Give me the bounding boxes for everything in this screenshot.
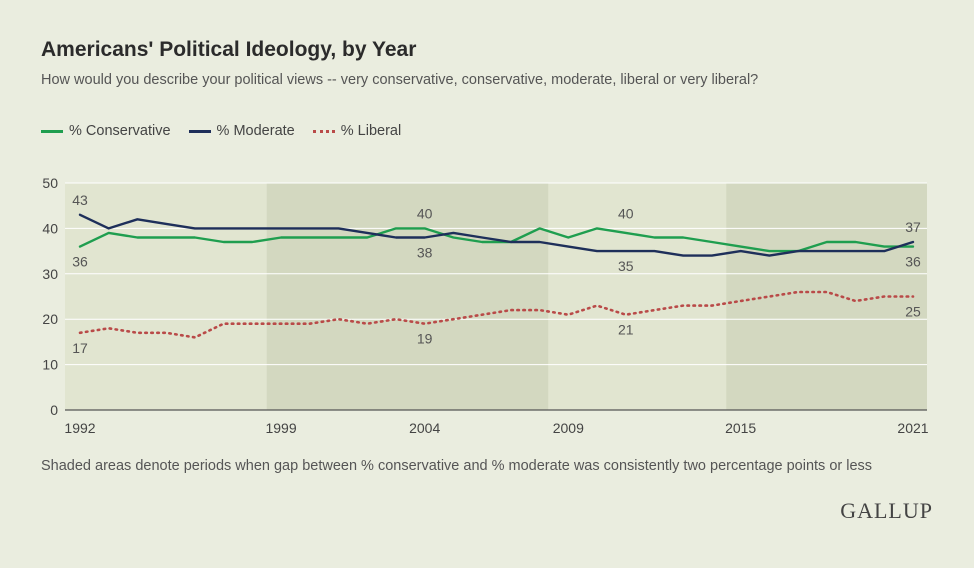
legend-label-moderate: % Moderate — [216, 123, 295, 139]
y-tick-label: 50 — [42, 175, 58, 191]
data-label: 35 — [618, 258, 634, 274]
data-label: 25 — [905, 304, 921, 320]
gallup-logo: GALLUP — [840, 498, 933, 523]
data-label: 17 — [72, 340, 88, 356]
legend-item-liberal: % Liberal — [312, 123, 402, 139]
data-label: 19 — [417, 331, 433, 347]
data-label: 43 — [72, 192, 88, 208]
footnote: Shaded areas denote periods when gap bet… — [41, 458, 873, 474]
legend-swatch-liberal — [312, 129, 335, 133]
legend-item-moderate: % Moderate — [188, 123, 295, 139]
shaded-period-0 — [266, 183, 549, 410]
x-tick-label: 2004 — [409, 420, 440, 436]
data-label: 21 — [618, 322, 634, 338]
legend-label-liberal: % Liberal — [340, 123, 402, 139]
x-tick-label: 2015 — [725, 420, 756, 436]
x-tick-label: 1999 — [265, 420, 296, 436]
legend-item-conservative: % Conservative — [41, 123, 171, 139]
x-tick-label: 2021 — [897, 420, 928, 436]
chart-subtitle: How would you describe your political vi… — [41, 72, 759, 88]
x-tick-label: 2009 — [553, 420, 584, 436]
data-label: 37 — [905, 219, 921, 235]
data-label: 40 — [618, 205, 634, 221]
data-label: 40 — [417, 205, 433, 221]
legend: % Conservative % Moderate % Liberal — [41, 123, 401, 139]
legend-label-conservative: % Conservative — [69, 123, 171, 139]
y-tick-label: 10 — [42, 357, 58, 373]
y-tick-label: 20 — [42, 311, 58, 327]
y-tick-label: 0 — [50, 402, 58, 418]
x-tick-label: 1992 — [64, 420, 95, 436]
y-tick-label: 40 — [42, 220, 58, 236]
data-label: 38 — [417, 244, 433, 260]
data-label: 36 — [72, 254, 88, 270]
data-label: 36 — [905, 254, 921, 270]
y-tick-label: 30 — [42, 266, 58, 282]
legend-swatch-conservative — [41, 129, 63, 133]
chart-title: Americans' Political Ideology, by Year — [41, 38, 417, 61]
series-line-conservative — [78, 227, 915, 253]
series-line-moderate — [78, 213, 915, 257]
legend-swatch-moderate — [188, 129, 211, 133]
